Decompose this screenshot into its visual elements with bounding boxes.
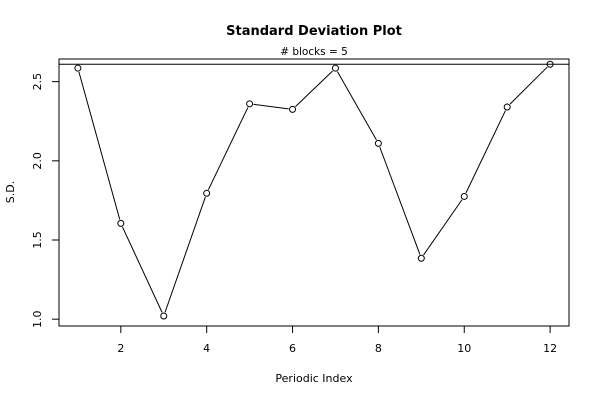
data-point (417, 254, 425, 262)
data-point (160, 312, 168, 320)
series-segment (509, 66, 548, 105)
series-segment (379, 146, 421, 255)
x-tick-label: 12 (543, 342, 557, 355)
series-segment (78, 71, 121, 220)
axes: 2 4 6 8 10 12 1.0 1.5 2.0 2.5 (31, 73, 557, 355)
data-point (331, 64, 339, 72)
y-tick-label: 2.5 (31, 73, 44, 91)
data-point (117, 219, 125, 227)
data-points (74, 60, 554, 320)
chart-title: Standard Deviation Plot (226, 24, 402, 39)
series-segment (465, 110, 506, 194)
x-tick-label: 4 (203, 342, 210, 355)
data-point (374, 139, 382, 147)
y-tick-label: 2.0 (31, 152, 44, 170)
series-segment (164, 196, 206, 313)
data-point (546, 60, 554, 68)
y-tick-label: 1.5 (31, 231, 44, 249)
data-point (74, 64, 82, 72)
chart-subtitle: # blocks = 5 (280, 46, 348, 58)
plot-frame (58, 58, 570, 327)
series-segment (337, 71, 377, 141)
data-point (246, 100, 254, 108)
x-tick-label: 10 (457, 342, 471, 355)
x-tick-label: 6 (289, 342, 296, 355)
data-point (203, 189, 211, 197)
series-segment (253, 103, 289, 110)
series-line (78, 66, 548, 313)
series-segment (423, 199, 463, 256)
series-segment (122, 226, 163, 313)
data-point (503, 103, 511, 111)
y-axis-label: S.D. (4, 181, 17, 203)
series-segment (207, 107, 249, 190)
x-tick-label: 8 (375, 342, 382, 355)
y-tick-label: 1.0 (31, 310, 44, 328)
x-axis-label: Periodic Index (275, 372, 353, 385)
series-segment (295, 70, 333, 107)
data-point (460, 192, 468, 200)
data-point (289, 105, 297, 113)
x-tick-label: 2 (117, 342, 124, 355)
